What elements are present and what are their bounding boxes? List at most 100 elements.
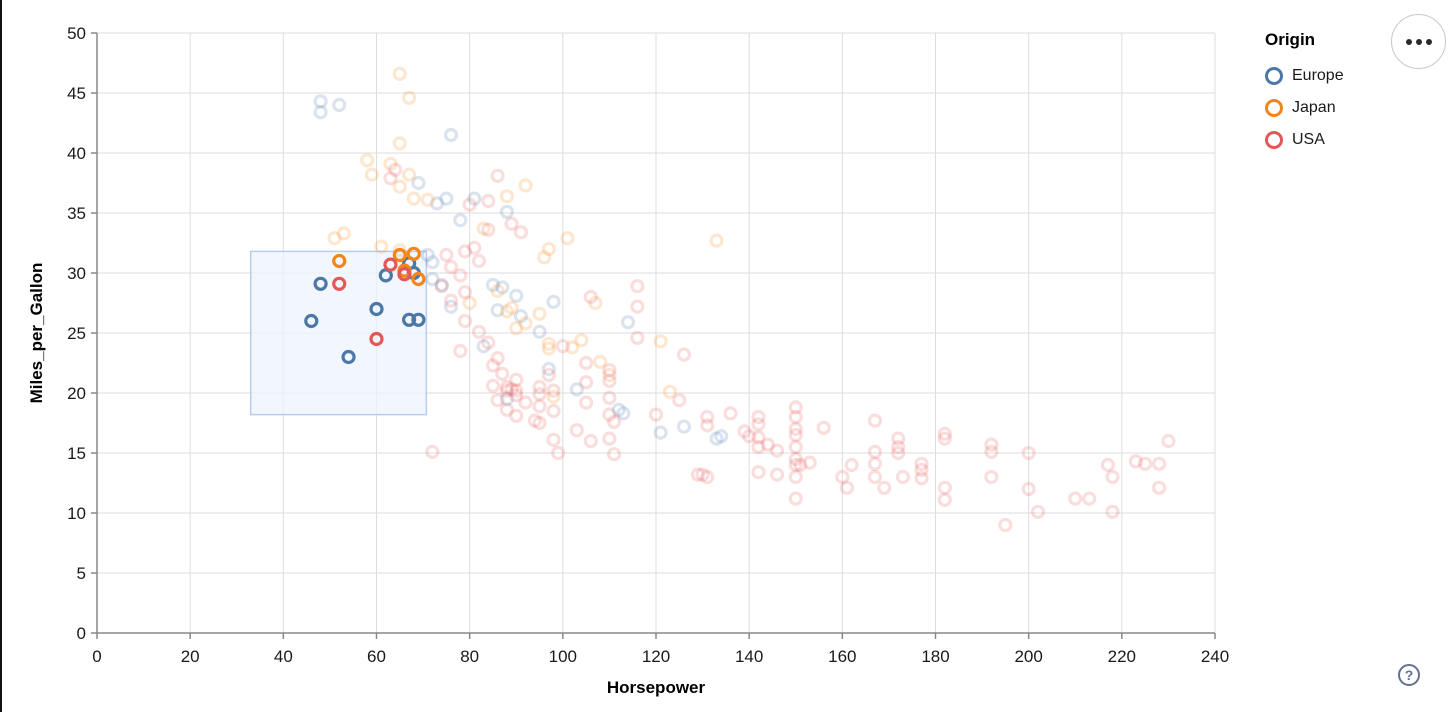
data-point-europe <box>676 419 692 434</box>
data-point-usa <box>877 480 892 495</box>
data-point-usa <box>844 457 859 473</box>
data-point-usa <box>602 363 617 378</box>
data-point-usa <box>532 415 547 431</box>
data-point-usa <box>867 456 883 471</box>
actions-menu-button[interactable] <box>1391 14 1446 69</box>
data-point-europe <box>411 175 426 191</box>
data-point-usa <box>867 413 883 428</box>
y-tick-label: 30 <box>67 264 86 283</box>
data-point-usa <box>788 439 803 455</box>
data-point-usa <box>937 431 952 446</box>
data-point-usa-selected <box>397 267 412 282</box>
help-button[interactable]: ? <box>1398 664 1420 686</box>
x-tick-label: 240 <box>1201 647 1229 666</box>
data-point-usa <box>700 409 715 425</box>
data-point-usa <box>1151 480 1167 495</box>
data-point-europe <box>509 288 524 303</box>
x-tick-label: 120 <box>642 647 670 666</box>
data-point-usa <box>751 417 766 432</box>
data-point-usa <box>788 421 803 437</box>
data-point-usa <box>914 471 929 486</box>
data-point-usa <box>602 390 617 405</box>
data-point-usa <box>690 467 706 482</box>
data-point-usa <box>485 378 501 393</box>
data-point-usa <box>788 427 803 443</box>
data-point-usa <box>937 492 952 507</box>
data-point-usa <box>453 268 468 283</box>
data-point-usa <box>895 469 910 485</box>
data-point-usa <box>383 171 398 186</box>
data-point-usa <box>1068 491 1083 506</box>
data-point-europe <box>425 255 440 270</box>
data-point-usa <box>490 351 505 366</box>
data-point-europe <box>513 309 529 324</box>
data-point-usa <box>700 469 715 485</box>
data-point-usa <box>453 343 468 359</box>
data-point-usa <box>457 313 473 329</box>
data-point-japan <box>392 136 407 151</box>
data-point-europe <box>467 191 482 206</box>
data-point-usa <box>937 480 952 495</box>
data-point-japan <box>406 191 421 206</box>
data-point-usa <box>788 469 803 485</box>
data-point-usa <box>788 400 803 415</box>
data-point-europe-selected <box>341 349 356 365</box>
data-point-europe <box>313 94 328 109</box>
data-point-usa <box>891 431 906 446</box>
data-point-usa <box>835 469 850 485</box>
data-point-usa <box>579 355 594 371</box>
legend-label: USA <box>1292 131 1325 148</box>
data-point-usa <box>984 444 999 459</box>
data-point-usa <box>1105 504 1120 519</box>
data-point-usa <box>937 426 952 441</box>
data-point-usa <box>914 462 929 477</box>
data-point-japan-selected <box>406 246 421 261</box>
data-point-usa <box>1128 454 1143 469</box>
data-point-europe <box>485 277 501 293</box>
data-point-europe <box>546 294 561 309</box>
data-point-usa <box>770 467 785 482</box>
data-point-usa <box>388 162 403 177</box>
japan-ring-icon <box>1265 99 1283 117</box>
data-point-usa <box>579 395 594 410</box>
data-point-japan <box>518 316 533 331</box>
y-tick-label: 0 <box>77 624 86 643</box>
y-tick-label: 15 <box>67 444 86 463</box>
data-point-usa <box>471 324 487 339</box>
x-tick-label: 180 <box>921 647 949 666</box>
data-point-europe <box>439 191 454 206</box>
data-point-japan <box>662 384 678 399</box>
data-point-usa <box>1021 481 1036 497</box>
data-point-europe <box>332 97 347 113</box>
data-point-usa <box>1161 433 1176 449</box>
data-point-usa <box>457 244 473 259</box>
data-point-usa <box>998 517 1013 533</box>
x-tick-label: 40 <box>274 647 293 666</box>
data-point-europe <box>313 105 328 120</box>
data-point-usa <box>439 247 454 263</box>
x-tick-label: 200 <box>1014 647 1042 666</box>
data-point-usa <box>700 418 715 433</box>
data-point-usa <box>499 383 515 398</box>
data-point-japan <box>546 389 561 404</box>
data-point-usa <box>467 240 482 255</box>
data-point-europe-selected <box>402 312 417 327</box>
x-tick-label: 220 <box>1108 647 1136 666</box>
data-point-europe <box>709 431 724 446</box>
data-point-japan <box>374 239 389 254</box>
data-point-japan-selected <box>411 271 426 287</box>
data-point-europe-selected <box>313 276 328 291</box>
data-point-usa <box>490 393 505 408</box>
data-point-japan-selected <box>332 253 347 269</box>
data-point-usa <box>443 259 459 275</box>
data-point-europe <box>569 382 584 397</box>
data-point-usa <box>546 383 561 398</box>
y-tick-label: 35 <box>67 204 86 223</box>
legend-title: Origin <box>1265 30 1316 49</box>
data-point-usa <box>672 393 687 408</box>
x-axis-title: Horsepower <box>607 678 706 697</box>
data-point-europe <box>611 402 626 417</box>
data-point-usa <box>867 469 883 485</box>
